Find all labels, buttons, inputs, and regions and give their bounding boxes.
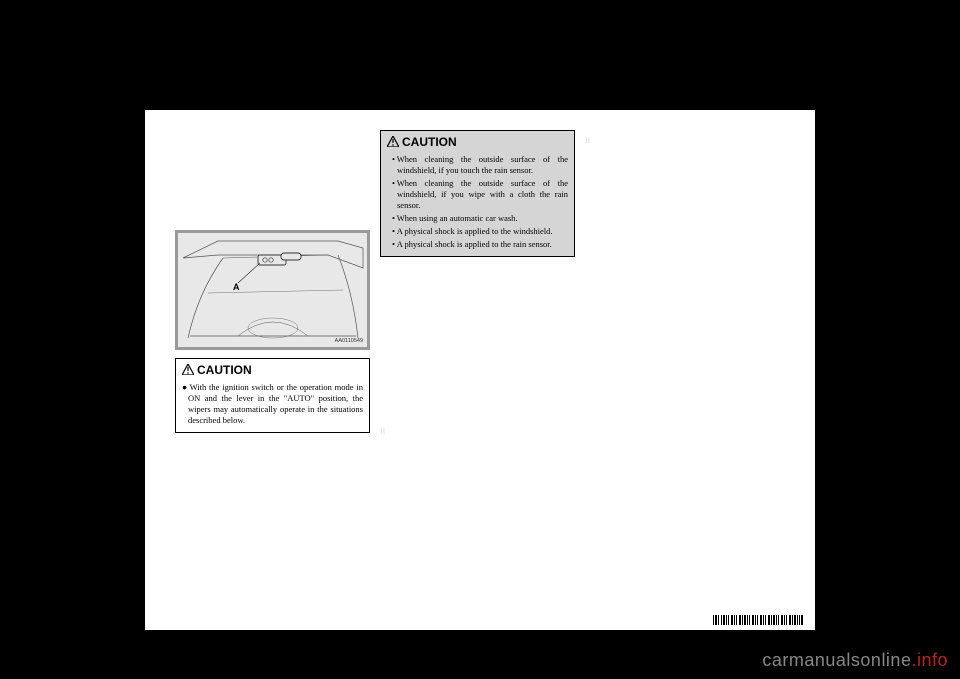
faded-text-block: II [585, 136, 780, 146]
caution-box-2: CAUTION • When cleaning the outside surf… [380, 130, 575, 257]
caution-item: ● With the ignition switch or the operat… [182, 382, 363, 426]
column-3: II [585, 130, 780, 620]
caution-item: • When cleaning the outside surface of t… [387, 178, 568, 211]
column-2: CAUTION • When cleaning the outside surf… [380, 130, 575, 620]
caution-body-2: • When cleaning the outside surface of t… [387, 154, 568, 250]
figure-illustration: A AA0110549 [178, 233, 367, 347]
faded-text-block: II [380, 427, 575, 437]
caution-item: • When cleaning the outside surface of t… [387, 154, 568, 176]
watermark: carmanualsonline.info [762, 650, 948, 671]
warning-icon [182, 364, 194, 375]
caution-item: • When using an automatic car wash. [387, 213, 568, 224]
manual-page: A AA0110549 CAUTION ● With the ignition … [145, 110, 815, 630]
caution-heading: CAUTION [387, 135, 568, 151]
figure-box: A AA0110549 [175, 230, 370, 350]
watermark-text: carmanualsonline [762, 650, 911, 670]
caution-title-text: CAUTION [197, 363, 252, 377]
column-1: A AA0110549 CAUTION ● With the ignition … [175, 130, 370, 620]
caution-item: • A physical shock is applied to the rai… [387, 239, 568, 250]
caution-box-1: CAUTION ● With the ignition switch or th… [175, 358, 370, 433]
figure-label-a: A [233, 282, 240, 292]
caution-heading: CAUTION [182, 363, 363, 379]
figure-code: AA0110549 [335, 338, 363, 345]
caution-title-text: CAUTION [402, 135, 457, 149]
barcode [713, 615, 803, 625]
caution-body-1: ● With the ignition switch or the operat… [182, 382, 363, 426]
warning-icon [387, 136, 399, 147]
watermark-suffix: .info [911, 650, 948, 670]
caution-item: • A physical shock is applied to the win… [387, 226, 568, 237]
